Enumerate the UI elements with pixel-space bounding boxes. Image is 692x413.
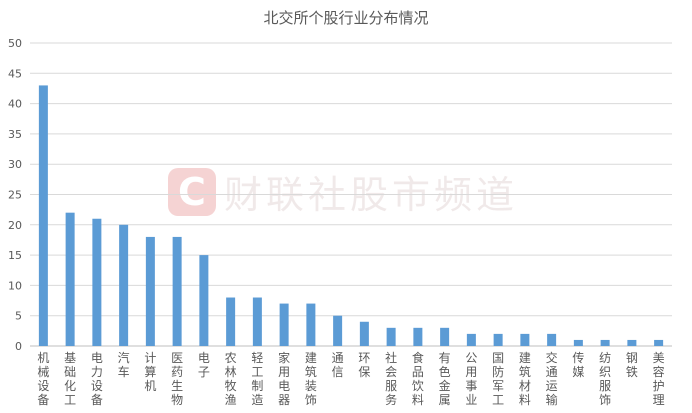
bar xyxy=(600,339,610,346)
bar xyxy=(252,297,262,346)
x-tick-label: 传媒 xyxy=(572,350,584,379)
x-tick-label: 机械设备 xyxy=(37,351,49,407)
y-tick-label: 0 xyxy=(15,340,22,353)
bar xyxy=(65,212,75,346)
bar xyxy=(199,255,209,346)
x-tick-label: 基础化工 xyxy=(64,351,76,407)
bar xyxy=(466,333,476,346)
bar xyxy=(359,321,369,346)
y-tick-label: 5 xyxy=(15,310,22,323)
bar xyxy=(627,339,637,346)
x-tick-label: 建筑材料 xyxy=(519,351,531,407)
x-tick-label: 建筑装饰 xyxy=(305,351,317,407)
y-tick-label: 30 xyxy=(8,158,22,171)
x-tick-label: 美容护理 xyxy=(653,351,665,407)
bar xyxy=(145,236,155,346)
bar xyxy=(172,236,182,346)
x-tick-label: 钢铁 xyxy=(626,351,638,379)
x-tick-label: 公用事业 xyxy=(465,351,477,407)
y-tick-label: 15 xyxy=(8,249,22,262)
chart-title: 北交所个股行业分布情况 xyxy=(263,9,429,27)
x-tick-label: 医药生物 xyxy=(171,351,183,407)
bar xyxy=(386,327,396,346)
x-tick-label: 电子 xyxy=(198,351,210,379)
bar xyxy=(413,327,423,346)
y-tick-label: 10 xyxy=(8,279,22,292)
bar xyxy=(333,315,343,346)
x-tick-label: 环保 xyxy=(358,351,370,379)
x-tick-label: 计算机 xyxy=(144,351,156,393)
bar xyxy=(654,339,664,346)
y-tick-label: 40 xyxy=(8,98,22,111)
bar xyxy=(520,333,530,346)
watermark-logo-icon: C xyxy=(168,167,216,216)
x-tick-label: 有色金属 xyxy=(439,351,451,407)
bar xyxy=(306,303,316,346)
bar xyxy=(38,85,48,347)
bar xyxy=(226,297,236,346)
bar xyxy=(547,333,557,346)
x-tick-label: 家用电器 xyxy=(278,350,290,407)
bar xyxy=(279,303,289,346)
bar xyxy=(440,327,450,346)
y-tick-label: 45 xyxy=(8,67,22,80)
bar xyxy=(92,218,102,346)
x-tick-label: 汽车 xyxy=(118,350,130,379)
y-tick-label: 20 xyxy=(8,219,22,232)
bar xyxy=(119,224,129,346)
bar xyxy=(493,333,503,346)
x-tick-label: 纺织服饰 xyxy=(599,351,611,407)
x-tick-label: 交通运输 xyxy=(546,350,558,407)
x-tick-label: 通信 xyxy=(332,351,344,379)
x-tick-label: 电力设备 xyxy=(91,351,103,407)
x-tick-label: 农林牧渔 xyxy=(225,351,237,407)
x-tick-label: 国防军工 xyxy=(492,351,504,407)
x-tick-label: 轻工制造 xyxy=(251,351,263,407)
y-tick-label: 25 xyxy=(8,189,22,202)
y-tick-label: 35 xyxy=(8,128,22,141)
y-tick-label: 50 xyxy=(8,37,22,50)
x-tick-label: 社会服务 xyxy=(385,350,397,407)
bar xyxy=(573,339,583,346)
x-tick-label: 食品饮料 xyxy=(412,350,424,407)
